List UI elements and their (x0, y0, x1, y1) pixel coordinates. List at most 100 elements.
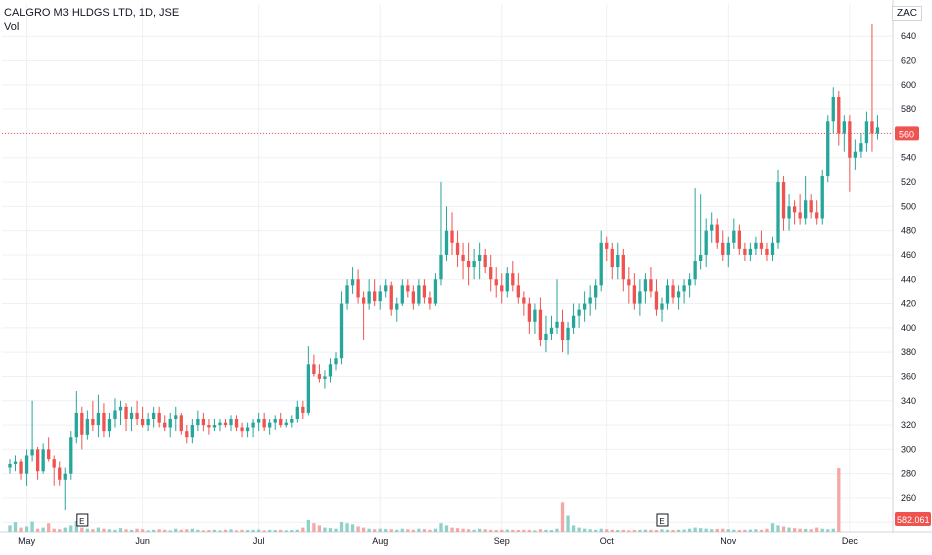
candle-body (743, 248, 747, 255)
candle-body (306, 364, 311, 413)
candle-body (544, 333, 548, 341)
volume-bar (339, 522, 344, 532)
candle-body (63, 473, 67, 480)
candle-body (737, 230, 741, 249)
volume-bar (102, 528, 106, 532)
volume-bar (527, 530, 532, 532)
volume-bar (389, 529, 393, 532)
volume-bar (323, 527, 327, 532)
volume-bar (477, 528, 482, 532)
candle-body (85, 418, 90, 435)
candle-body (201, 418, 206, 426)
volume-bar (135, 528, 139, 532)
candle-body (80, 412, 84, 435)
candle-body (218, 422, 222, 426)
earnings-marker (656, 513, 669, 527)
legend: CALGRO M3 HLDGS LTD, 1D, JSE Vol (4, 6, 179, 34)
candle-body (455, 242, 460, 255)
price-tick-label: 460 (901, 250, 916, 260)
price-tick-label: 360 (901, 371, 916, 381)
candle-body (19, 461, 23, 474)
candle-body (433, 279, 438, 304)
volume-bar (809, 529, 813, 532)
volume-bar (621, 529, 625, 532)
candle-body (41, 449, 45, 472)
volume-bar (737, 530, 741, 532)
volume-bar (776, 525, 780, 532)
candle-body (505, 273, 509, 292)
candle-body (24, 455, 29, 474)
candle-body (179, 415, 183, 432)
candle-body (699, 254, 703, 262)
volume-value-badge (895, 512, 931, 526)
candle-body (516, 285, 520, 298)
candle-body (339, 303, 344, 359)
candle-body (284, 422, 288, 426)
candle-body (792, 206, 797, 213)
candle-body (273, 418, 277, 423)
time-tick-label: May (18, 536, 36, 546)
time-tick-label: Sep (494, 536, 510, 546)
volume-bar (433, 528, 438, 532)
candle-body (356, 279, 360, 298)
candle-body (428, 297, 432, 304)
candle-body (295, 406, 299, 419)
time-tick-label: Oct (600, 536, 615, 546)
volume-bar (522, 529, 526, 532)
candle-body (389, 285, 393, 310)
candle-body (555, 321, 559, 328)
candle-body (643, 279, 648, 292)
candle-body (754, 242, 758, 249)
volume-bar (406, 529, 410, 532)
volume-bar (284, 530, 288, 532)
volume-bar (721, 528, 725, 532)
volume-bar (500, 529, 504, 532)
candle-body (610, 248, 614, 268)
candle-body (820, 175, 824, 219)
candle-body (262, 418, 266, 428)
volume-bar (566, 515, 570, 532)
candle-body (444, 230, 449, 255)
volume-bar (826, 529, 830, 532)
current-price-badge (895, 126, 919, 141)
candle-body (527, 303, 532, 322)
volume-bar (13, 522, 18, 532)
volume-bar (560, 502, 565, 532)
candle-body (842, 121, 846, 134)
candle-body (140, 418, 145, 426)
volume-bar (85, 528, 90, 532)
volume-bar (533, 530, 537, 532)
candle-body (157, 412, 161, 423)
volume-bar (190, 528, 194, 532)
volume-bar (654, 530, 659, 532)
volume-bar (643, 529, 648, 532)
volume-bar (229, 529, 233, 532)
candle-body (654, 291, 659, 310)
candle-body (212, 425, 217, 428)
volume-bar (577, 527, 581, 532)
volume-bar (245, 530, 250, 532)
volume-bar (676, 529, 681, 532)
currency-unit-label[interactable]: ZAC (892, 6, 922, 21)
volume-bar (555, 528, 559, 532)
volume-bar (174, 528, 178, 532)
volume-bar (91, 529, 95, 532)
volume-bar (715, 528, 719, 532)
candle-body (549, 327, 554, 334)
volume-bar (754, 529, 758, 532)
volume-bar (80, 527, 84, 532)
volume-label: Vol (4, 21, 20, 33)
volume-bar (384, 528, 388, 532)
price-tick-label: 420 (901, 299, 916, 309)
volume-bar (113, 529, 117, 532)
volume-bar (146, 530, 150, 532)
candle-body (494, 279, 498, 286)
candle-body (588, 297, 592, 304)
volume-bar (179, 529, 183, 532)
candle-body (721, 242, 725, 255)
candle-body (571, 315, 576, 328)
candle-body (317, 374, 322, 379)
volume-bar (268, 529, 272, 532)
